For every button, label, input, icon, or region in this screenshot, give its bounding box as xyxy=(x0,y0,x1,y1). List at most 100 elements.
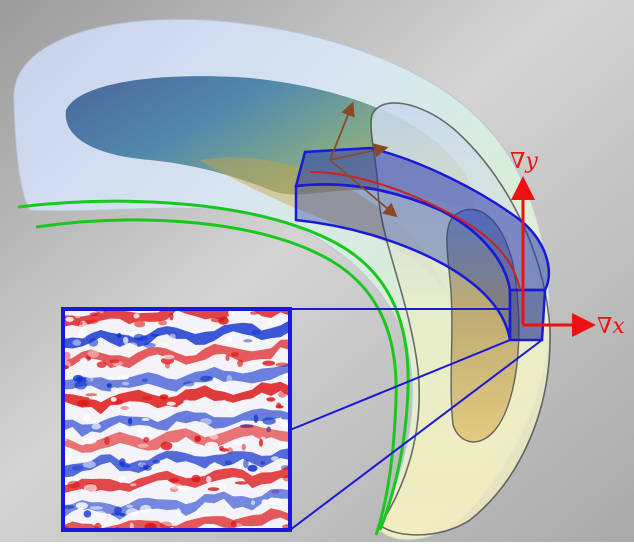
turbulence-speckle xyxy=(85,393,98,397)
turbulence-speckle xyxy=(243,339,253,343)
turbulence-speckle xyxy=(117,333,122,339)
turbulence-speckle xyxy=(63,351,71,361)
triad-arrow-up xyxy=(329,101,355,161)
turbulence-speckle xyxy=(121,476,127,481)
turbulence-band xyxy=(63,408,290,437)
flux-tube-end xyxy=(508,288,547,342)
turbulence-speckle xyxy=(191,474,201,483)
turbulence-speckle xyxy=(159,394,169,400)
turbulence-speckle xyxy=(96,361,107,369)
turbulence-speckle xyxy=(133,313,140,319)
turbulence-speckle xyxy=(227,403,232,412)
turbulence-speckle xyxy=(141,428,151,432)
turbulence-speckle xyxy=(123,336,129,344)
turbulence-speckle xyxy=(76,456,91,462)
turbulence-speckle xyxy=(110,387,119,393)
field-line-2 xyxy=(35,218,398,536)
turbulence-speckle xyxy=(230,352,239,357)
turbulence-speckle xyxy=(117,375,129,380)
turbulence-band xyxy=(63,363,290,392)
turbulence-speckle xyxy=(126,504,134,508)
turbulence-speckle xyxy=(283,420,288,429)
turbulence-speckle xyxy=(150,333,159,337)
turbulence-speckle xyxy=(83,510,92,518)
grad-x-label: ∇x xyxy=(597,314,625,339)
turbulence-band xyxy=(63,309,290,328)
turbulence-speckle xyxy=(253,414,259,424)
turbulence-speckle xyxy=(268,498,282,505)
turbulence-speckle xyxy=(83,437,97,445)
turbulence-speckle xyxy=(278,441,288,450)
triad-arrow-right xyxy=(329,143,389,161)
turbulence-band xyxy=(63,448,290,478)
turbulence-speckle xyxy=(77,400,90,407)
turbulence-speckle xyxy=(113,423,128,430)
zoom-line-bottom xyxy=(289,339,543,531)
turbulence-speckle xyxy=(84,319,98,325)
turbulence-speckle xyxy=(275,405,284,409)
turbulence-speckle xyxy=(75,502,88,510)
turbulence-speckle xyxy=(282,373,288,381)
turbulence-inset xyxy=(61,307,292,532)
turbulence-speckle xyxy=(78,377,91,382)
turbulence-speckle xyxy=(88,337,99,347)
turbulence-speckle xyxy=(137,443,149,448)
turbulence-speckle xyxy=(169,312,174,321)
turbulence-speckle xyxy=(230,521,237,528)
turbulence-speckle xyxy=(209,434,219,440)
turbulence-speckle xyxy=(278,391,287,398)
turbulence-speckle xyxy=(83,414,90,423)
turbulence-speckle xyxy=(105,377,120,381)
turbulence-speckle xyxy=(82,460,96,469)
turbulence-speckle xyxy=(218,316,229,325)
turbulence-speckle xyxy=(207,487,220,491)
turbulence-speckle xyxy=(266,397,276,402)
turbulence-speckle xyxy=(162,354,175,360)
turbulence-speckle xyxy=(168,477,180,483)
turbulence-speckle xyxy=(110,512,122,516)
turbulence-speckle xyxy=(121,321,126,327)
turbulence-speckle xyxy=(237,359,244,367)
turbulence-speckle xyxy=(178,485,190,492)
turbulence-speckle xyxy=(183,381,195,387)
turbulence-band xyxy=(63,381,290,415)
triad-arrow-diag xyxy=(329,159,398,218)
turbulence-speckle xyxy=(175,508,181,517)
turbulence-band xyxy=(63,339,290,370)
turbulence-speckle xyxy=(225,355,230,361)
turbulence-speckle xyxy=(133,333,144,341)
turbulence-speckle xyxy=(160,441,173,451)
turbulence-speckle xyxy=(267,319,280,327)
turbulence-speckle xyxy=(234,481,249,485)
turbulence-speckle xyxy=(143,437,150,443)
turbulence-speckle xyxy=(138,462,149,470)
turbulence-speckle xyxy=(120,406,129,410)
turbulence-speckle xyxy=(134,320,146,328)
turbulence-speckle xyxy=(67,480,80,489)
turbulence-speckle xyxy=(204,441,219,448)
turbulence-speckle xyxy=(120,404,130,413)
turbulence-speckle xyxy=(143,464,148,470)
inner-flux-surface-shade xyxy=(200,157,445,290)
turbulence-speckle xyxy=(110,396,117,402)
turbulence-speckle xyxy=(89,506,103,510)
zoom-line-mid xyxy=(289,339,511,431)
turbulence-speckle xyxy=(242,384,251,391)
turbulence-speckle xyxy=(170,486,179,493)
turbulence-speckle xyxy=(221,385,229,393)
turbulence-speckle xyxy=(63,504,75,510)
turbulence-speckle xyxy=(74,313,81,319)
turbulence-speckle xyxy=(251,330,261,335)
turbulence-speckle xyxy=(127,342,138,348)
turbulence-speckle xyxy=(91,423,102,430)
turbulence-speckle xyxy=(200,418,212,426)
turbulence-speckle xyxy=(140,504,152,513)
turbulence-speckle xyxy=(241,443,246,451)
turbulence-speckle xyxy=(104,436,110,445)
turbulence-speckle xyxy=(251,500,256,506)
turbulence-speckle xyxy=(81,357,87,364)
turbulence-speckle xyxy=(258,438,264,447)
turbulence-speckle xyxy=(165,362,170,369)
turbulence-speckle xyxy=(232,439,245,446)
